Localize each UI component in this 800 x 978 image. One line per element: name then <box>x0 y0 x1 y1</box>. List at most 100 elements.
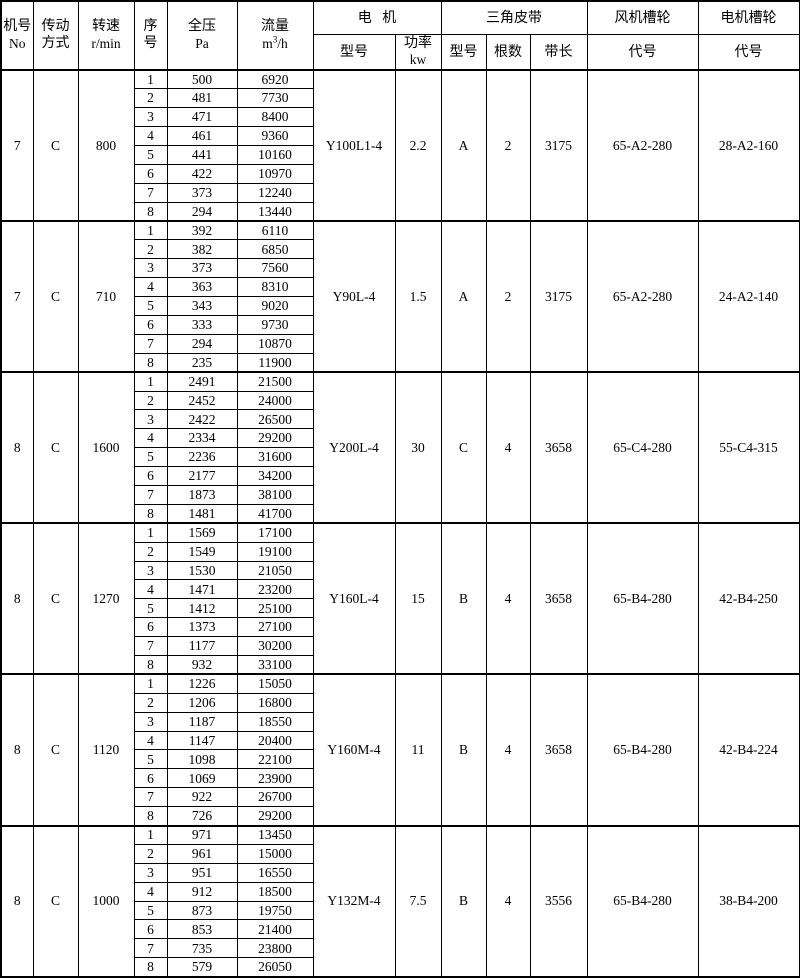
cell-sequence-no: 6 <box>133 919 168 940</box>
cell-sequence-no: 3 <box>133 862 168 883</box>
cell-belt-count: 4 <box>485 371 531 524</box>
cell-total-pressure: 461 <box>166 126 238 146</box>
header-motor-power: 功率 kw <box>394 33 442 71</box>
table-row: 7 373 12240 <box>1 182 800 203</box>
cell-speed: 710 <box>77 219 135 373</box>
cell-sequence-no: 4 <box>133 428 168 449</box>
cell-sequence-no: 4 <box>133 730 168 751</box>
cell-flow-rate: 8400 <box>236 107 314 128</box>
cell-sequence-no: 8 <box>133 201 168 222</box>
cell-sequence-no: 2 <box>133 239 168 260</box>
cell-belt-type: A <box>440 219 487 373</box>
cell-motor-power: 15 <box>394 522 442 675</box>
cell-flow-rate: 10870 <box>236 333 314 354</box>
cell-speed: 1600 <box>77 371 135 524</box>
cell-flow-rate: 10970 <box>236 163 314 184</box>
cell-flow-rate: 33100 <box>236 654 314 675</box>
header-belt-count: 根数 <box>485 33 531 71</box>
cell-sequence-no: 7 <box>133 636 168 656</box>
cell-flow-rate: 30200 <box>236 636 314 656</box>
cell-sequence-no: 1 <box>133 371 168 392</box>
cell-total-pressure: 373 <box>166 258 238 279</box>
cell-total-pressure: 2177 <box>166 466 238 486</box>
cell-belt-length: 3556 <box>529 824 588 978</box>
cell-total-pressure: 1373 <box>166 617 238 638</box>
table-body: 7 C 800 1 500 6920 Y100L1-4 2.2 A 2 3175 65-A2-280 2… <box>0 68 800 978</box>
cell-flow-rate: 6920 <box>236 68 314 90</box>
header-group-motor-pulley-label: 电机槽轮 <box>720 9 777 26</box>
cell-sequence-no: 8 <box>133 503 168 524</box>
header-machine-no-line2: No <box>9 35 26 51</box>
cell-sequence-no: 8 <box>133 654 168 675</box>
cell-belt-count: 2 <box>485 68 531 222</box>
cell-sequence-no: 2 <box>133 541 168 562</box>
table-row: 6 333 9730 <box>1 314 800 335</box>
cell-total-pressure: 1412 <box>166 598 238 619</box>
header-flow-rate-unit: m3/h <box>262 35 288 53</box>
cell-total-pressure: 333 <box>166 314 238 335</box>
cell-total-pressure: 373 <box>166 182 238 203</box>
cell-sequence-no: 3 <box>133 409 168 430</box>
cell-sequence-no: 6 <box>133 314 168 335</box>
cell-total-pressure: 1147 <box>166 730 238 751</box>
cell-sequence-no: 3 <box>133 107 168 128</box>
cell-motor-model: Y160M-4 <box>312 673 396 827</box>
cell-flow-rate: 29200 <box>236 428 314 449</box>
cell-total-pressure: 294 <box>166 201 238 222</box>
cell-belt-length: 3658 <box>529 673 588 827</box>
table-row: 4 2334 29200 <box>1 428 800 449</box>
cell-flow-rate: 23200 <box>236 579 314 600</box>
cell-flow-rate: 18500 <box>236 881 314 902</box>
flow-unit-tail: /h <box>277 35 288 51</box>
cell-sequence-no: 1 <box>133 673 168 694</box>
cell-belt-count: 4 <box>485 522 531 675</box>
cell-flow-rate: 23900 <box>236 768 314 789</box>
table-row: 3 1530 21050 <box>1 560 800 581</box>
cell-flow-rate: 15000 <box>236 843 314 864</box>
header-machine-no: 机号 No <box>0 0 34 71</box>
cell-total-pressure: 422 <box>166 163 238 184</box>
cell-motor-pulley: 38-B4-200 <box>697 824 800 978</box>
cell-flow-rate: 12240 <box>236 182 314 203</box>
cell-flow-rate: 25100 <box>236 598 314 619</box>
table-row: 6 853 21400 <box>1 919 800 940</box>
cell-motor-pulley: 42-B4-250 <box>697 522 800 675</box>
cell-total-pressure: 961 <box>166 843 238 864</box>
cell-belt-length: 3658 <box>529 371 588 524</box>
table-row: 4 912 18500 <box>1 881 800 902</box>
table-row: 3 951 16550 <box>1 862 800 883</box>
cell-machine-no: 7 <box>0 68 34 222</box>
cell-drive-mode: C <box>32 371 79 524</box>
cell-total-pressure: 922 <box>166 787 238 808</box>
header-group-vbelt: 三角皮带 <box>440 0 588 35</box>
cell-speed: 1000 <box>77 824 135 978</box>
cell-flow-rate: 19100 <box>236 541 314 562</box>
cell-sequence-no: 6 <box>133 768 168 789</box>
cell-flow-rate: 13450 <box>236 824 314 845</box>
cell-flow-rate: 9020 <box>236 296 314 316</box>
cell-belt-type: B <box>440 824 487 978</box>
cell-total-pressure: 2334 <box>166 428 238 449</box>
cell-belt-count: 4 <box>485 673 531 827</box>
header-flow-rate-line1: 流量 <box>261 18 289 35</box>
cell-flow-rate: 18550 <box>236 711 314 732</box>
cell-belt-length: 3175 <box>529 219 588 373</box>
cell-flow-rate: 26050 <box>236 957 314 978</box>
cell-flow-rate: 19750 <box>236 900 314 921</box>
cell-motor-model: Y100L1-4 <box>312 68 396 222</box>
cell-flow-rate: 29200 <box>236 806 314 826</box>
table-row: 7 C 710 1 392 6110 Y90L-4 1.5 A 2 3175 65-A2-280 24-… <box>0 219 800 373</box>
table-row: 5 1412 25100 <box>1 598 800 619</box>
cell-sequence-no: 7 <box>133 182 168 203</box>
cell-motor-power: 2.2 <box>394 68 442 222</box>
cell-flow-rate: 10160 <box>236 144 314 165</box>
cell-machine-no: 8 <box>0 522 34 675</box>
cell-total-pressure: 1069 <box>166 768 238 789</box>
cell-sequence-no: 8 <box>133 352 168 373</box>
cell-motor-pulley: 28-A2-160 <box>697 68 800 222</box>
cell-total-pressure: 2452 <box>166 390 238 411</box>
cell-motor-pulley: 55-C4-315 <box>697 371 800 524</box>
cell-total-pressure: 343 <box>166 296 238 316</box>
cell-flow-rate: 17100 <box>236 522 314 543</box>
